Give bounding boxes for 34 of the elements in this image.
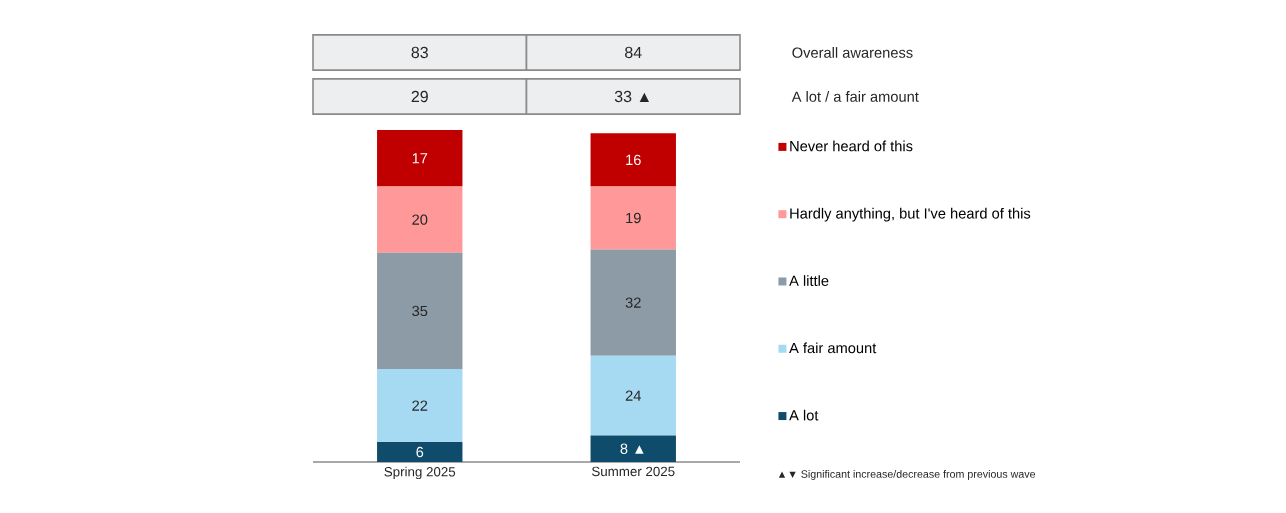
bar (377, 186, 463, 253)
text: 33 ▲ (614, 90, 650, 103)
bar (590, 355, 676, 436)
data-label: 6 (416, 446, 424, 458)
text: 84 (625, 46, 642, 59)
data-label: 19 (626, 212, 641, 224)
bar (590, 133, 676, 187)
bar (377, 129, 463, 187)
x-tick-label: Summer 2025 (591, 466, 675, 477)
data-label: 8 ▲ (620, 443, 644, 454)
legend-label: Never heard of this (790, 140, 913, 152)
data-label: 32 (625, 297, 641, 308)
bar (590, 435, 676, 462)
bar (590, 249, 676, 356)
data-label: 24 (625, 390, 641, 401)
bar (377, 252, 463, 370)
bar (377, 369, 463, 443)
data-label: 35 (412, 305, 428, 317)
text: 83 (411, 46, 428, 59)
data-label: 17 (412, 153, 428, 164)
x-tick-label: Spring 2025 (384, 466, 456, 480)
text: 29 (411, 90, 428, 103)
category-label: A lot / a fair amount (791, 91, 919, 102)
legend-label: A lot (789, 409, 819, 421)
legend-label: Hardly anything, but I've heard of this (790, 207, 1031, 222)
legend-label: A little (789, 275, 829, 286)
text: ▲▼ Significant increase/decrease from previous wave (778, 470, 1036, 480)
bar (377, 442, 463, 462)
data-label: 22 (412, 400, 428, 411)
legend-label: A fair amount (789, 342, 877, 354)
category-label: Overall awareness (792, 47, 913, 58)
data-label: 20 (412, 214, 428, 225)
data-label: 16 (626, 154, 641, 166)
bar (590, 186, 676, 250)
